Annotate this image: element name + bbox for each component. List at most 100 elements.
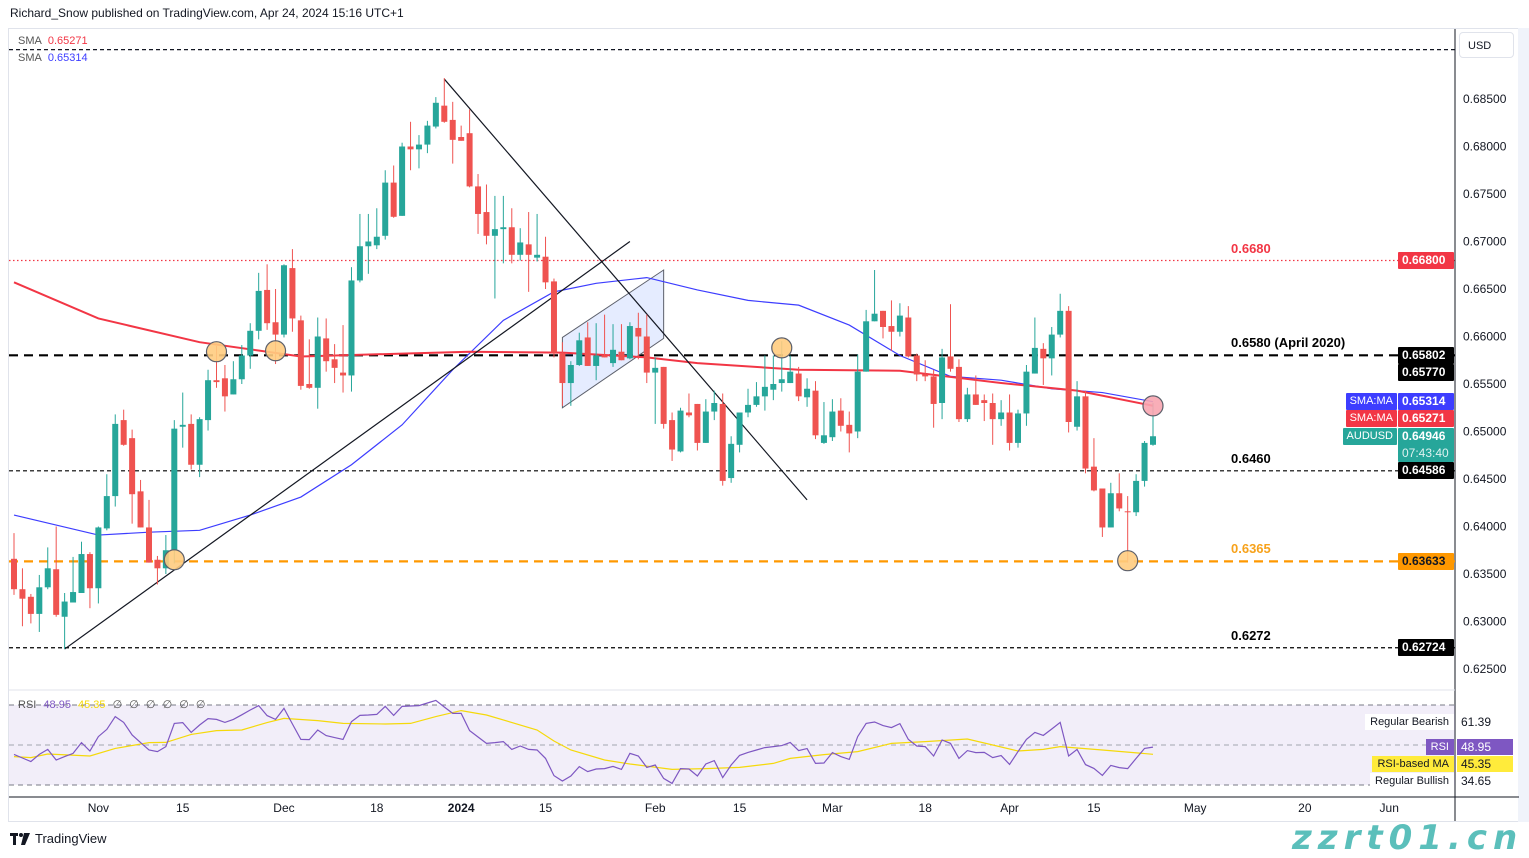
candle [365, 213, 372, 274]
price-tag-value: 0.62724 [1402, 640, 1446, 655]
time-tick-label: 15 [176, 801, 190, 815]
candle [972, 375, 979, 405]
rsi-legend-extra: ∅ [145, 699, 156, 711]
candle-body [736, 412, 743, 445]
candle [264, 264, 271, 330]
candle [44, 547, 51, 590]
candle [660, 366, 667, 429]
candle [795, 366, 802, 402]
time-tick-label: Nov [88, 801, 109, 815]
candle-body [112, 423, 119, 497]
candle [989, 393, 996, 445]
circle-marker[interactable] [205, 341, 228, 363]
circle-marker[interactable] [1117, 550, 1139, 572]
price-tick-label: 0.68000 [1463, 140, 1507, 154]
candle [475, 174, 482, 234]
tradingview-brand: TradingView [35, 831, 107, 846]
circle-marker[interactable] [1142, 395, 1164, 417]
candle-body [584, 337, 591, 366]
rsi-legend-extra: ∅ [129, 699, 139, 711]
candle [373, 208, 380, 250]
candle [432, 97, 439, 129]
candle-body [475, 186, 482, 214]
candle-body [880, 310, 887, 327]
candle [888, 300, 895, 351]
candle-body [922, 374, 929, 377]
trendline[interactable] [443, 78, 808, 501]
currency-button[interactable]: USD [1459, 32, 1514, 58]
candle [1082, 390, 1089, 474]
level-label: 0.6460 [1231, 450, 1271, 466]
candle-body [964, 394, 971, 420]
candle [542, 236, 549, 289]
candle [53, 526, 60, 617]
candle [491, 195, 498, 299]
time-tick-label: 15 [539, 801, 553, 815]
candle-body [36, 587, 43, 614]
candle [652, 357, 659, 424]
candle [913, 353, 920, 382]
candle-body [787, 371, 794, 384]
candle-body [61, 601, 68, 617]
candle [289, 249, 296, 332]
time-tick-label: 18 [370, 801, 384, 815]
trendline[interactable] [64, 241, 631, 650]
candle [466, 109, 473, 188]
circle-marker[interactable] [264, 340, 287, 362]
candle-body [1116, 493, 1123, 509]
candle [399, 142, 406, 216]
candle [424, 120, 431, 154]
candle-body [1065, 310, 1072, 422]
candle-body [491, 229, 498, 236]
candle [230, 361, 237, 395]
legend-sma-blue[interactable]: SMA 0.65314 [18, 52, 88, 64]
candle [1065, 306, 1072, 433]
candle [846, 411, 853, 453]
candle [534, 213, 541, 262]
candle [812, 381, 819, 440]
price-tag: 0.64586 [1398, 462, 1454, 480]
candle-body [11, 558, 17, 590]
price-tick-label: 0.63000 [1463, 615, 1507, 629]
price-tick-label: 0.67000 [1463, 235, 1507, 249]
rsi-legend[interactable]: RSI 48.95 45.35 ∅ ∅ ∅ ∅ ∅ ∅ [18, 698, 209, 711]
trendlines[interactable] [64, 78, 808, 650]
candle-body [415, 144, 422, 150]
candle-body [643, 336, 650, 373]
time-tick-label: Feb [645, 801, 666, 815]
candle [854, 354, 861, 439]
candle [1031, 317, 1038, 374]
level-label: 0.6680 [1231, 240, 1271, 256]
candle [112, 414, 119, 507]
candle-body [896, 315, 903, 332]
candle [297, 315, 304, 390]
time-tick-label: 15 [733, 801, 747, 815]
rsi-pane [9, 699, 1455, 786]
circle-marker[interactable] [163, 549, 185, 571]
candle-body [618, 351, 625, 361]
tradingview-footer[interactable]: TradingView [10, 831, 107, 846]
publisher-header: Richard_Snow published on TradingView.co… [10, 6, 404, 20]
candle-body [854, 371, 861, 432]
candle [525, 212, 532, 292]
candle-body [1124, 511, 1131, 513]
candle [998, 400, 1005, 426]
price-tag: 0.66800 [1398, 252, 1454, 269]
candle-body [745, 404, 752, 413]
rsi-legend-label: RSI [18, 699, 37, 711]
candle [280, 264, 287, 338]
legend-sma-red[interactable]: SMA 0.65271 [18, 35, 88, 47]
candle [1015, 409, 1022, 448]
circle-marker[interactable] [771, 337, 793, 359]
candle-body [1040, 348, 1047, 359]
candle-body [1090, 466, 1097, 491]
candle-body [179, 424, 186, 427]
candle-body [70, 592, 77, 603]
circle-markers[interactable] [163, 337, 1164, 572]
price-scale-scrollbar[interactable] [1518, 28, 1529, 822]
rsi-legend-extra: ∅ [162, 699, 173, 711]
candle-body [44, 568, 51, 588]
candle-body [1074, 396, 1081, 427]
candle-body [154, 559, 161, 569]
